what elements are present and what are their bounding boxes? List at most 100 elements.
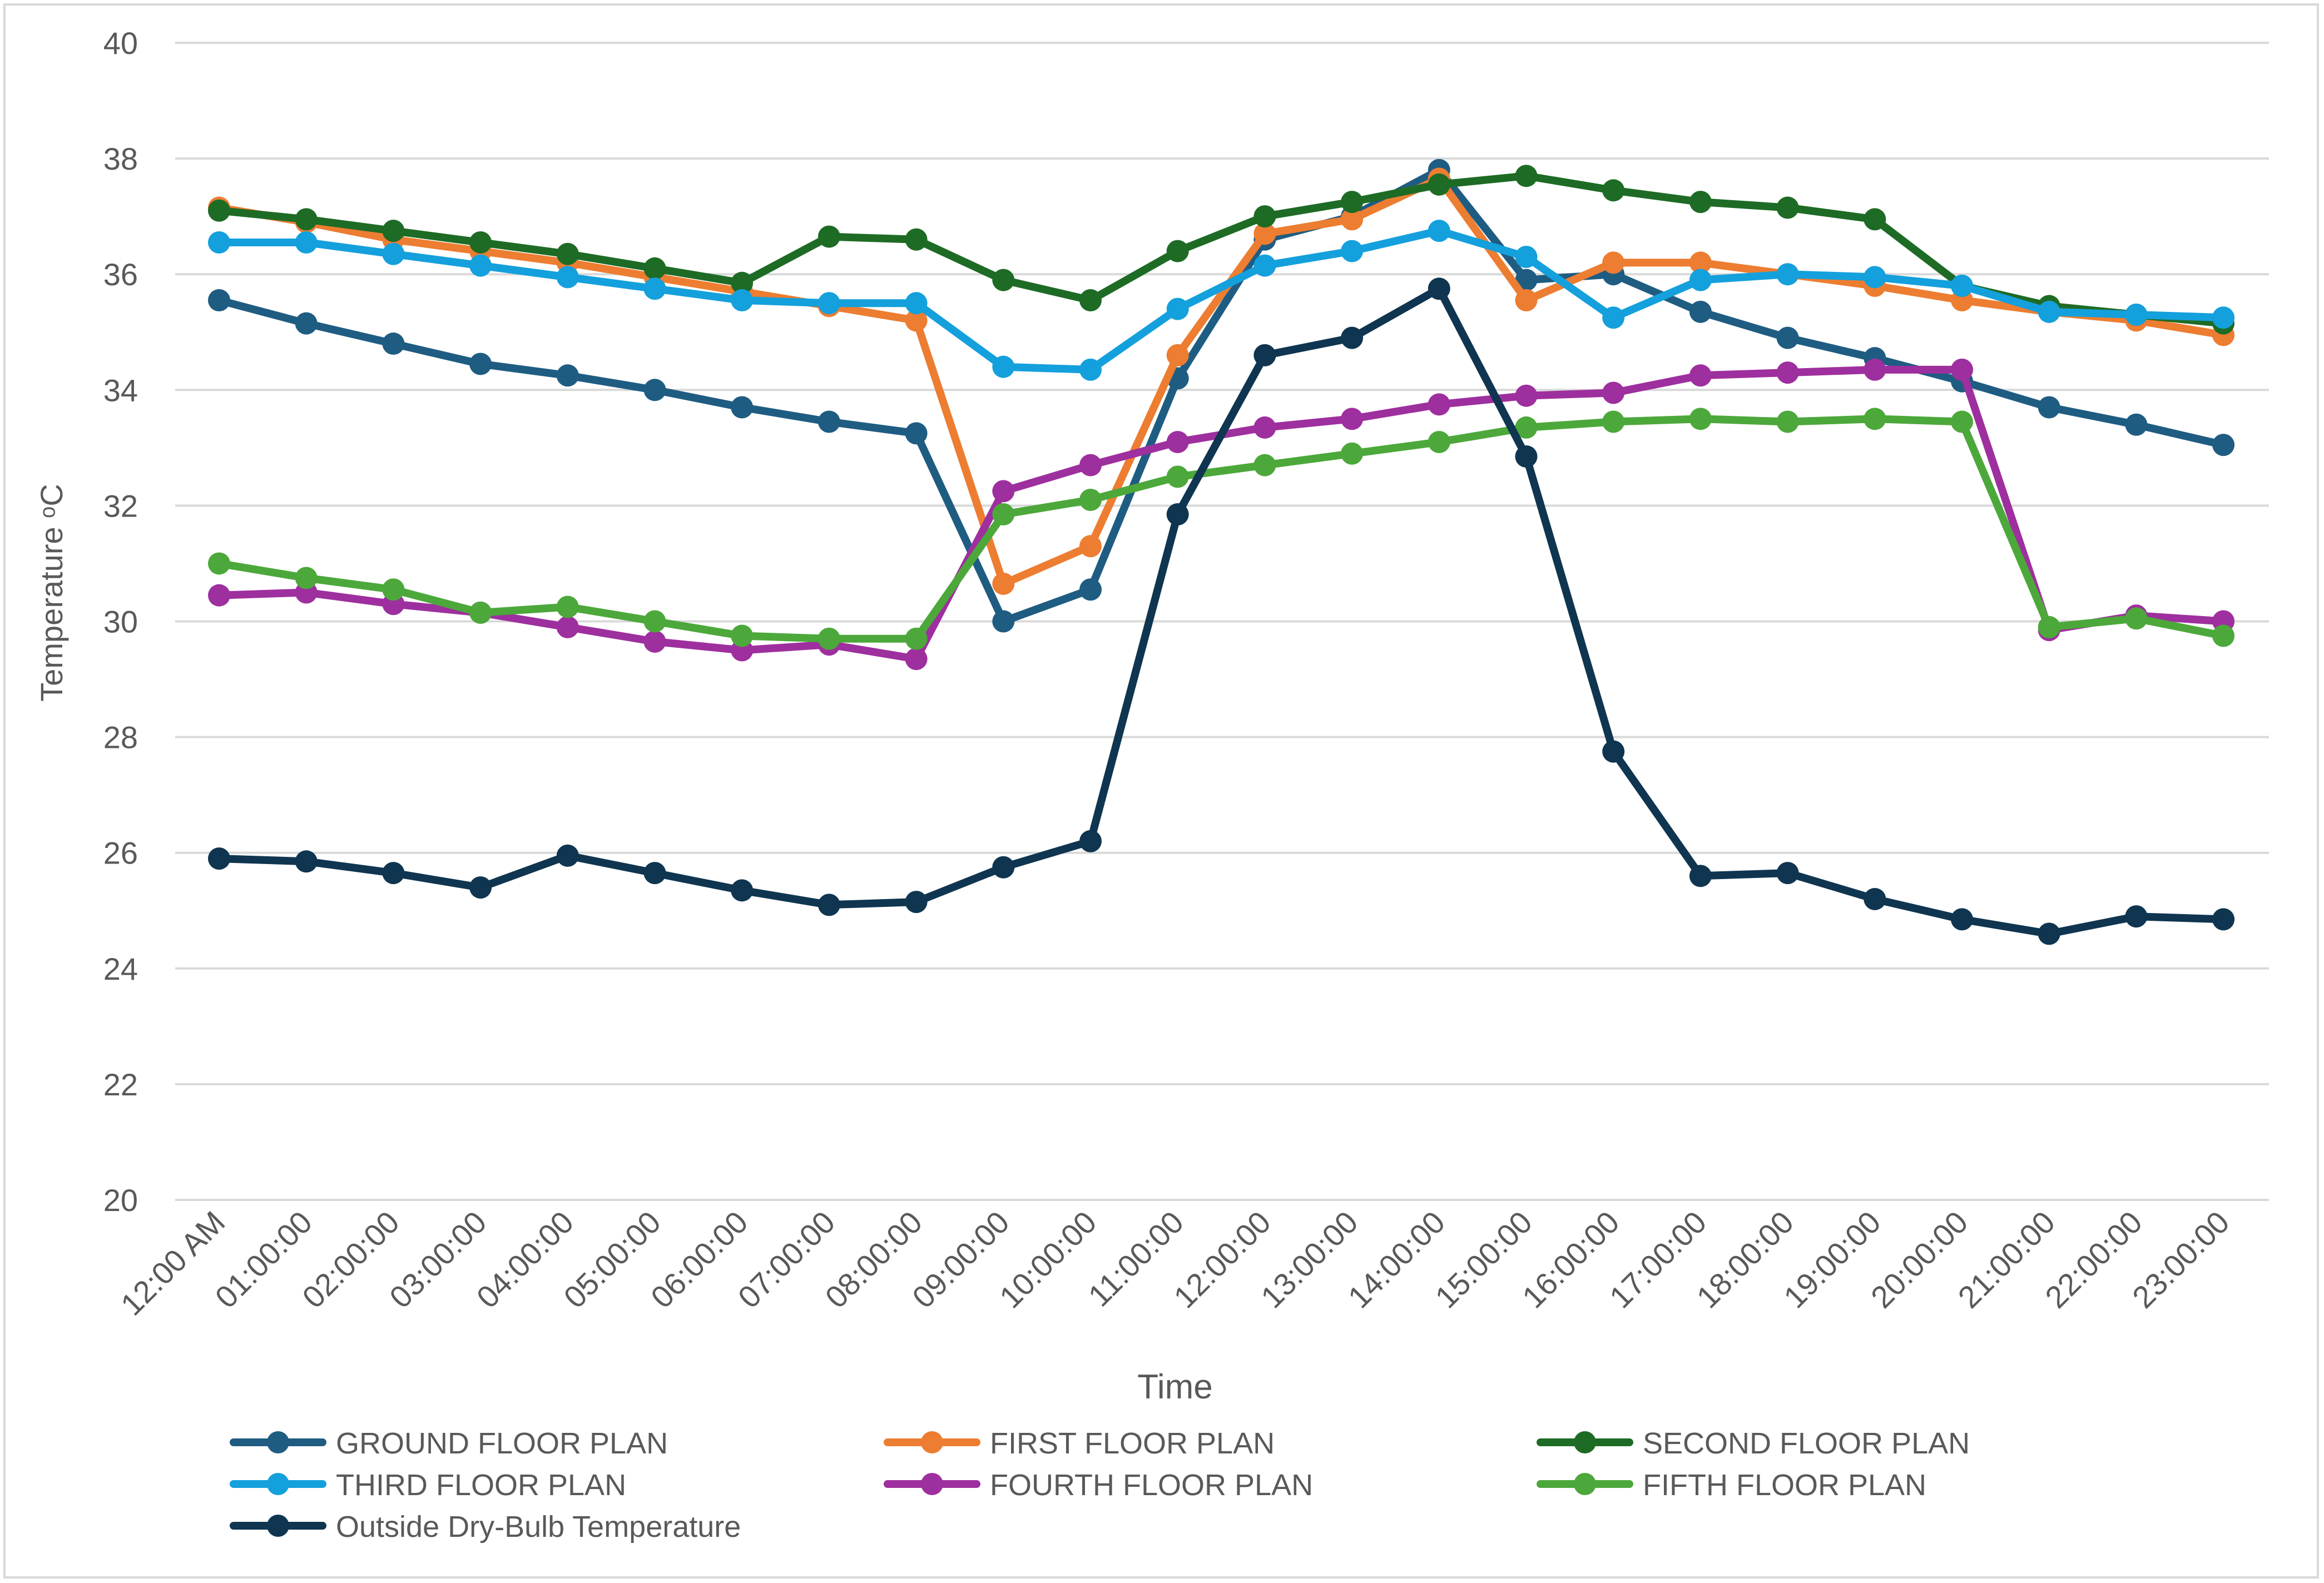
data-point: [469, 601, 492, 624]
data-point: [556, 242, 579, 265]
data-point: [905, 228, 928, 251]
x-tick-label: 21:00:00: [1951, 1204, 2062, 1315]
gridlines: [175, 42, 2269, 1201]
legend-label: THIRD FLOOR PLAN: [336, 1468, 626, 1502]
y-axis-label: Temperature ᵒC: [34, 484, 69, 702]
data-point: [1951, 275, 1973, 297]
y-tick-label: 32: [103, 488, 138, 523]
data-point: [643, 379, 666, 401]
data-point: [556, 596, 579, 618]
x-tick-label: 06:00:00: [644, 1204, 755, 1315]
data-point: [905, 292, 928, 315]
data-point: [817, 410, 840, 433]
data-point: [1515, 416, 1538, 439]
data-point: [1689, 408, 1712, 430]
x-tick-label: 17:00:00: [1603, 1204, 1713, 1315]
x-tick-label: 22:00:00: [2038, 1204, 2149, 1315]
data-point: [1602, 410, 1625, 433]
legend-item: Outside Dry-Bulb Temperature: [230, 1510, 741, 1544]
x-tick-label: 01:00:00: [208, 1204, 319, 1315]
data-point: [1776, 410, 1799, 433]
data-point: [2212, 624, 2235, 647]
data-point: [1253, 205, 1276, 228]
data-point: [731, 879, 754, 902]
data-point: [1515, 269, 1538, 291]
x-tick-label: 08:00:00: [818, 1204, 929, 1315]
data-point: [2038, 396, 2060, 419]
data-point: [2038, 922, 2060, 945]
data-point: [1428, 277, 1450, 300]
data-point: [1079, 830, 1102, 852]
series-layer: [208, 158, 2235, 945]
data-point: [208, 231, 230, 254]
data-point: [1689, 300, 1712, 323]
legend-item: FOURTH FLOOR PLAN: [884, 1468, 1313, 1502]
data-point: [1253, 416, 1276, 439]
x-tick-label: 12:00 AM: [114, 1204, 232, 1322]
legend: GROUND FLOOR PLAN FIRST FLOOR PLAN SECOND …: [230, 1427, 1970, 1544]
data-point: [1079, 289, 1102, 312]
x-axis-ticks: 12:00 AM01:00:0002:00:0003:00:0004:00:00…: [114, 1204, 2236, 1322]
data-point: [1602, 381, 1625, 404]
data-point: [1166, 344, 1189, 366]
data-point: [1602, 740, 1625, 763]
data-point: [2212, 434, 2235, 456]
series-line: [215, 415, 2228, 643]
x-tick-label: 03:00:00: [383, 1204, 493, 1315]
series-line: [215, 175, 2228, 588]
x-tick-label: 16:00:00: [1515, 1204, 1626, 1315]
data-point: [905, 891, 928, 914]
legend-swatch-marker: [921, 1473, 943, 1495]
x-tick-label: 23:00:00: [2125, 1204, 2236, 1315]
y-tick-label: 20: [103, 1183, 138, 1218]
data-point: [382, 242, 405, 265]
data-point: [295, 850, 318, 873]
data-point: [208, 199, 230, 222]
data-point: [1079, 454, 1102, 477]
legend-swatch-marker: [1574, 1431, 1596, 1453]
data-point: [1864, 358, 1886, 381]
chart-frame: 20 22 24 26 28 30 32 34 36 38 40 12:00 AM 01:00:00 0…: [3, 3, 2319, 1579]
data-point: [1428, 430, 1450, 453]
data-point: [1689, 251, 1712, 274]
data-point: [382, 333, 405, 355]
data-point: [1341, 240, 1364, 262]
data-point: [2212, 908, 2235, 931]
data-point: [817, 894, 840, 916]
data-point: [295, 208, 318, 231]
legend-swatch-marker: [267, 1515, 289, 1537]
data-point: [992, 480, 1015, 503]
data-point: [731, 396, 754, 419]
legend-label: FIRST FLOOR PLAN: [990, 1427, 1275, 1460]
data-point: [731, 271, 754, 294]
data-point: [731, 624, 754, 647]
data-point: [1341, 408, 1364, 430]
data-point: [1079, 535, 1102, 558]
data-point: [1166, 430, 1189, 453]
data-point: [731, 289, 754, 312]
data-point: [1689, 865, 1712, 887]
data-point: [817, 292, 840, 315]
data-point: [208, 552, 230, 575]
data-point: [1515, 384, 1538, 407]
y-tick-label: 38: [103, 141, 138, 176]
y-tick-label: 40: [103, 26, 138, 61]
y-axis-ticks: 20 22 24 26 28 30 32 34 36 38 40: [103, 26, 138, 1218]
data-point: [1515, 165, 1538, 187]
data-point: [2125, 607, 2148, 630]
x-tick-label: 07:00:00: [731, 1204, 842, 1315]
x-tick-label: 20:00:00: [1864, 1204, 1975, 1315]
legend-item: THIRD FLOOR PLAN: [230, 1468, 626, 1502]
legend-item: FIFTH FLOOR PLAN: [1537, 1468, 1926, 1502]
legend-item: FIRST FLOOR PLAN: [884, 1427, 1275, 1460]
data-point: [905, 648, 928, 671]
data-point: [2125, 304, 2148, 326]
data-point: [1166, 297, 1189, 320]
data-point: [1079, 358, 1102, 381]
x-tick-label: 04:00:00: [470, 1204, 581, 1315]
data-point: [1864, 266, 1886, 289]
data-point: [1515, 289, 1538, 312]
data-point: [1951, 908, 1973, 931]
data-point: [556, 364, 579, 387]
series-4: [208, 220, 2235, 381]
